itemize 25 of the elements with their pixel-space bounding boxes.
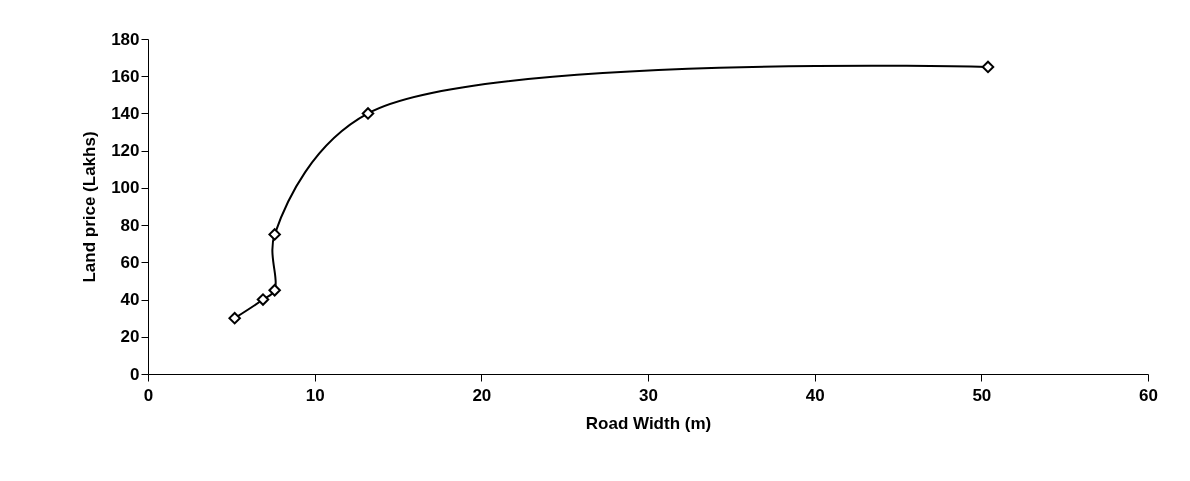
x-tick-label: 60 bbox=[1139, 385, 1158, 405]
x-tick-label: 20 bbox=[472, 385, 492, 405]
y-axis-title: Land price (Lakhs) bbox=[80, 131, 100, 283]
y-tick-label: 140 bbox=[111, 103, 140, 123]
point bbox=[268, 284, 281, 297]
x-axis-title: Road Width (m) bbox=[585, 413, 712, 433]
point bbox=[228, 311, 241, 325]
y-tick-label: 0 bbox=[130, 364, 140, 384]
x-tick-label: 50 bbox=[972, 385, 992, 405]
y-tick-label: 160 bbox=[111, 66, 140, 86]
point bbox=[361, 107, 375, 120]
point bbox=[256, 293, 270, 306]
y-tick-label: 80 bbox=[120, 215, 140, 235]
y-tick-label: 100 bbox=[111, 178, 140, 198]
x-tick-label: 10 bbox=[305, 385, 325, 405]
x-tick-label: 40 bbox=[805, 385, 825, 405]
point bbox=[981, 60, 995, 74]
y-tick-label: 20 bbox=[120, 327, 140, 347]
x-tick-label: 0 bbox=[143, 385, 154, 405]
y-tick-label: 120 bbox=[111, 141, 140, 161]
point bbox=[268, 228, 281, 241]
y-tick-label: 180 bbox=[111, 29, 140, 49]
x-tick-label: 30 bbox=[639, 385, 658, 405]
y-tick-label: 40 bbox=[120, 290, 140, 310]
y-tick-label: 60 bbox=[120, 252, 140, 272]
